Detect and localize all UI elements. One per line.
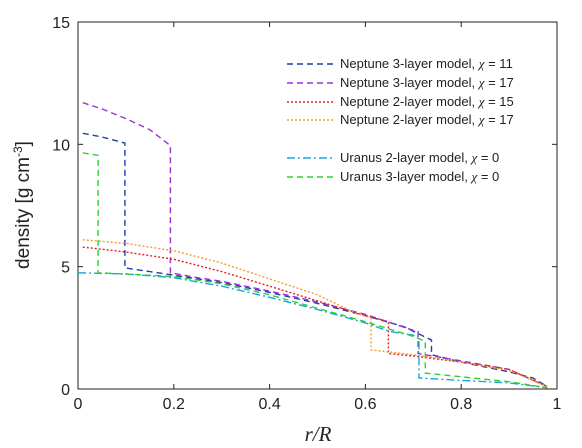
x-tick-label: 0.2: [163, 396, 185, 413]
x-tick-label: 0.8: [450, 396, 472, 413]
x-tick-label: 0: [74, 396, 83, 413]
x-axis-label: r/R: [305, 422, 332, 446]
x-tick-label: 0.6: [354, 396, 376, 413]
legend-label-2: Neptune 3-layer model, χ = 17: [340, 75, 514, 90]
x-tick-label: 1: [553, 396, 562, 413]
series-line-5: [77, 272, 548, 389]
y-tick-label: 5: [61, 260, 70, 277]
series-line-3: [82, 246, 548, 388]
legend-label-5: Uranus 2-layer model, χ = 0: [340, 150, 499, 165]
series-line-2: [82, 102, 548, 388]
legend: Neptune 3-layer model, χ = 11 Neptune 3-l…: [287, 56, 514, 184]
y-tick-label: 0: [61, 382, 70, 399]
plot-frame: [77, 21, 558, 390]
legend-label-3: Neptune 2-layer model, χ = 15: [340, 94, 514, 109]
series-line-6: [82, 152, 548, 389]
series-line-1: [82, 132, 548, 388]
x-tick-label: 0.4: [258, 396, 280, 413]
y-tick-label: 15: [52, 15, 70, 32]
series-layer: [77, 102, 548, 389]
legend-label-4: Neptune 2-layer model, χ = 17: [340, 112, 514, 127]
series-line-4: [82, 239, 548, 388]
y-tick-label: 10: [52, 137, 70, 154]
y-axis-label: density [g cm-3]: [11, 141, 34, 269]
legend-label-6: Uranus 3-layer model, χ = 0: [340, 169, 499, 184]
legend-label-1: Neptune 3-layer model, χ = 11: [340, 56, 513, 71]
